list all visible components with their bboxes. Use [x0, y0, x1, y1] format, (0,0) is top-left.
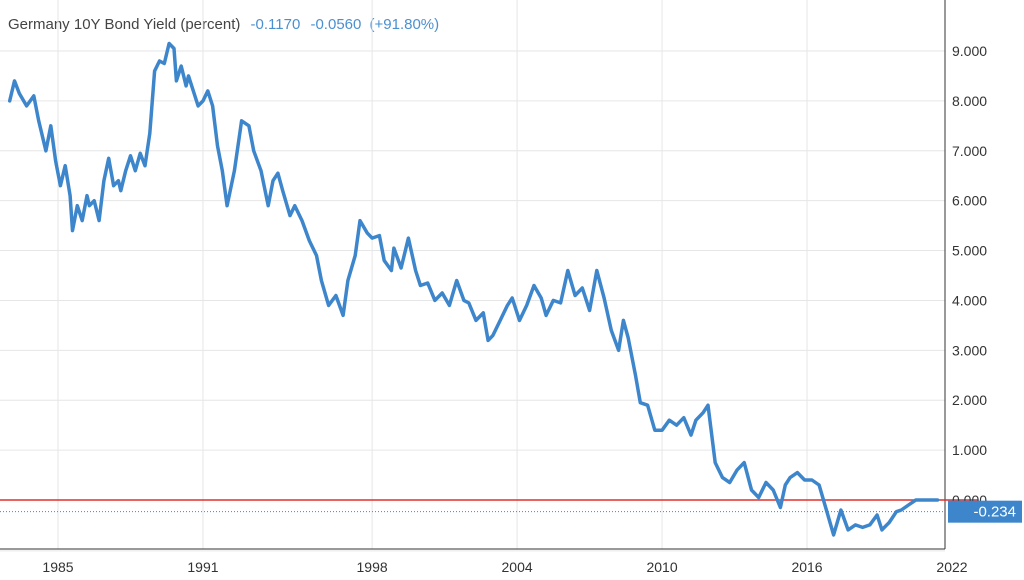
horizontal-grid — [0, 50, 945, 552]
last-value: -0.1170 — [250, 16, 301, 33]
chart-title: Germany 10Y Bond Yield (percent) — [8, 16, 241, 33]
y-axis-labels: 9.000 8.000 7.000 6.000 5.000 4.000 3.000 2.000… — [952, 43, 987, 508]
last-price-badge: -0.234 — [948, 500, 1022, 523]
x-tick-label-2004: 2004 — [502, 559, 533, 575]
yield-series-line — [7, 41, 940, 537]
x-tick-label-2022: 2022 — [936, 559, 967, 575]
vertical-grid — [57, 0, 808, 549]
last-price-badge-label: -0.234 — [973, 504, 1016, 521]
y-tick-label-5: 5.000 — [952, 243, 987, 259]
y-tick-label-6: 6.000 — [952, 193, 987, 209]
y-tick-label-1: 1.000 — [952, 442, 987, 458]
change-percent: (+91.80%) — [369, 16, 440, 33]
chart-title-bar: Germany 10Y Bond Yield (percent) -0.1170… — [8, 16, 439, 33]
x-axis-labels: 1985 1991 1998 2004 2010 2016 2022 — [42, 559, 967, 575]
y-tick-label-3: 3.000 — [952, 342, 987, 358]
y-tick-label-9: 9.000 — [952, 43, 987, 59]
y-tick-label-2: 2.000 — [952, 392, 987, 408]
change-value: -0.0560 — [310, 16, 362, 33]
y-tick-label-7: 7.000 — [952, 143, 987, 159]
x-tick-label-2010: 2010 — [646, 559, 677, 575]
last-price-badge-background — [948, 500, 1022, 523]
y-tick-label-8: 8.000 — [952, 93, 987, 109]
x-tick-label-1985: 1985 — [42, 559, 73, 575]
x-tick-label-2016: 2016 — [791, 559, 822, 575]
x-tick-label-1998: 1998 — [357, 559, 388, 575]
x-tick-label-1991: 1991 — [187, 559, 218, 575]
y-tick-label-4: 4.000 — [952, 292, 987, 308]
